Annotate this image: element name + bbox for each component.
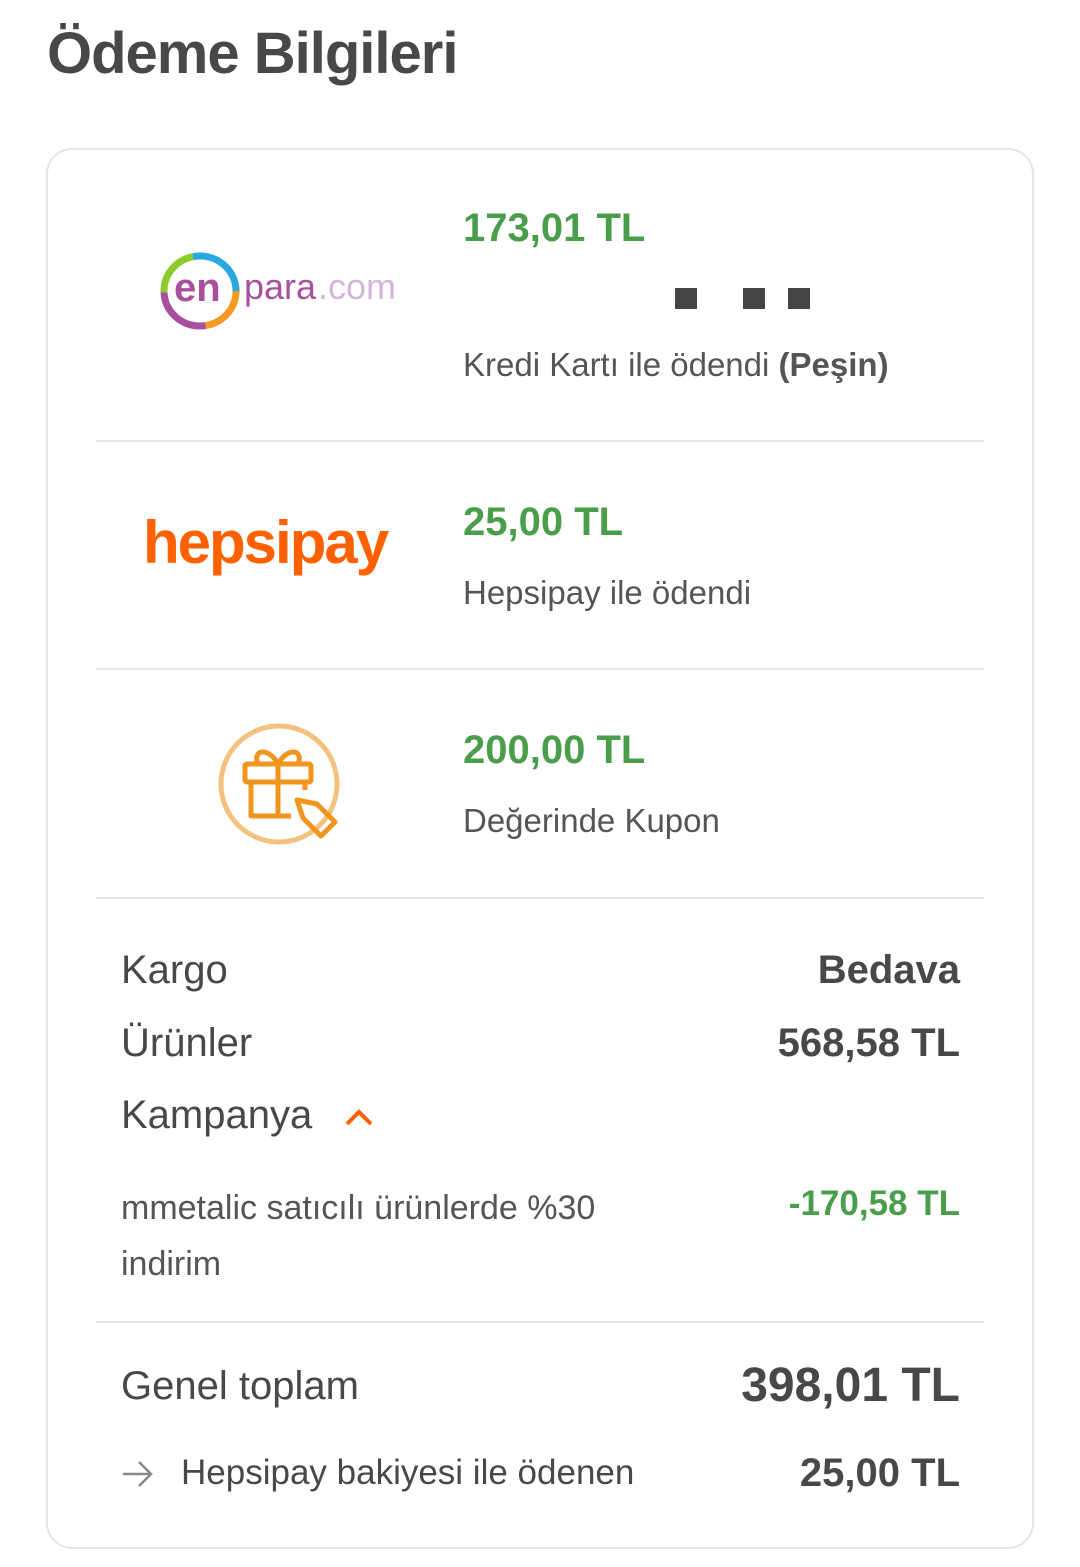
hepsipay-logo: hepsipay [143, 509, 389, 576]
divider [96, 668, 984, 670]
divider [96, 1321, 984, 1323]
campaign-value: -170,58 TL [788, 1184, 960, 1223]
arrow-right-icon [123, 1461, 153, 1487]
enpara-logo: en para .com [160, 252, 400, 332]
payment-card [46, 148, 1034, 1549]
hepsipay-amount: 25,00 TL [463, 500, 624, 544]
kargo-label: Kargo [121, 948, 228, 992]
page-title: Ödeme Bilgileri [47, 21, 458, 86]
hepsipay-balance-value: 25,00 TL [799, 1451, 960, 1495]
enpara-amount: 173,01 TL [463, 206, 646, 250]
kampanya-toggle[interactable]: Kampanya [121, 1093, 377, 1138]
enpara-desc: Kredi Kartı ile ödendi (Peşin) [463, 346, 889, 383]
hepsipay-balance-label: Hepsipay bakiyesi ile ödenen [181, 1453, 635, 1492]
chevron-up-icon[interactable] [343, 1104, 377, 1128]
divider [96, 440, 984, 442]
urunler-value: 568,58 TL [777, 1021, 960, 1065]
campaign-desc: mmetalic satıcılı ürünlerde %30 indirim [121, 1189, 596, 1283]
enpara-ring-icon [160, 252, 240, 330]
coupon-desc: Değerinde Kupon [463, 802, 720, 839]
hepsipay-desc: Hepsipay ile ödendi [463, 574, 752, 611]
gift-coupon-icon [218, 723, 340, 845]
total-value: 398,01 TL [741, 1359, 960, 1412]
divider [96, 897, 984, 899]
kargo-value: Bedava [817, 948, 960, 992]
urunler-label: Ürünler [121, 1021, 253, 1065]
total-label: Genel toplam [121, 1364, 359, 1408]
coupon-amount: 200,00 TL [463, 728, 646, 772]
